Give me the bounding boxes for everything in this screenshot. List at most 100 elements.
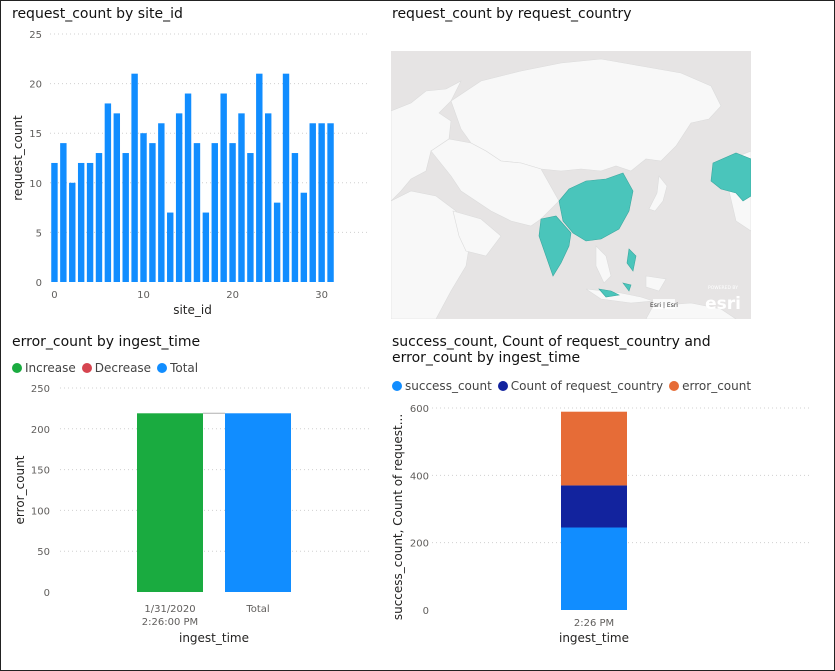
site-bar[interactable] <box>122 153 129 282</box>
world-map-svg[interactable]: Esri | Esri POWERED BY esri <box>391 51 751 319</box>
stacked-chart-title-line1: success_count, Count of request_country … <box>392 334 711 350</box>
y-tick-label: 0 <box>36 278 42 289</box>
x-tick-label: 30 <box>315 290 328 301</box>
site-bar[interactable] <box>327 123 334 282</box>
site-bar[interactable] <box>309 123 316 282</box>
site-bar-chart[interactable]: 0 5 10 15 20 25 0 10 20 30 site_id request_count <box>0 22 380 322</box>
map-attribution: Esri | Esri <box>650 302 678 309</box>
stacked-chart[interactable]: 0 200 400 600 2:26 PM ingest_time success_coun… <box>380 396 820 656</box>
site-bar[interactable] <box>247 153 254 282</box>
y-tick-label: 10 <box>29 179 42 190</box>
x-axis-label: site_id <box>173 303 212 317</box>
x-tick-label: 2:26:00 PM <box>142 617 198 628</box>
site-bar[interactable] <box>140 133 147 282</box>
site-bar[interactable] <box>86 162 94 282</box>
waterfall-chart-title: error_count by ingest_time <box>12 334 201 350</box>
stacked-bar-segment[interactable] <box>561 411 627 486</box>
site-bar[interactable] <box>291 153 299 282</box>
y-axis-label: request_count <box>11 115 25 201</box>
site-bar[interactable] <box>264 113 272 282</box>
legend-dot <box>12 363 22 373</box>
y-tick-label: 150 <box>31 466 50 477</box>
stacked-bar-segment[interactable] <box>561 527 627 610</box>
y-tick-label: 0 <box>423 606 429 617</box>
site-bar[interactable] <box>60 143 67 282</box>
y-tick-label: 100 <box>31 506 50 517</box>
y-axis-label: success_count, Count of request... <box>391 414 405 620</box>
y-tick-label: 5 <box>36 228 42 239</box>
legend-label: Total <box>170 361 199 375</box>
legend-dot <box>392 381 402 391</box>
site-bar[interactable] <box>229 143 236 282</box>
x-tick-label: Total <box>245 604 269 615</box>
y-tick-label: 25 <box>29 30 42 41</box>
site-bar[interactable] <box>69 182 76 282</box>
site-bar[interactable] <box>220 93 227 283</box>
land-masses <box>391 58 751 319</box>
x-tick-label: 10 <box>137 290 150 301</box>
waterfall-legend: Increase Decrease Total <box>12 361 198 375</box>
site-bar[interactable] <box>131 73 138 283</box>
site-bar[interactable] <box>193 143 201 282</box>
y-axis-label: error_count <box>13 455 27 524</box>
site-bar[interactable] <box>113 113 121 282</box>
site-bar[interactable] <box>238 113 245 282</box>
highlighted-countries[interactable] <box>538 152 751 298</box>
legend-dot <box>669 381 680 391</box>
site-bar[interactable] <box>175 113 183 282</box>
map-powered-by: POWERED BY <box>708 285 738 291</box>
legend-item-success-count[interactable]: success_count <box>392 379 492 393</box>
attribution-bg <box>653 299 675 309</box>
stacked-chart-title-line2: error_count by ingest_time <box>392 350 581 366</box>
legend-item-increase[interactable]: Increase <box>12 361 76 375</box>
y-tick-label: 0 <box>44 588 50 599</box>
legend-label: success_count <box>405 379 492 393</box>
site-chart-title: request_count by site_id <box>12 6 183 22</box>
site-bar[interactable] <box>256 73 263 283</box>
legend-dot <box>157 363 168 373</box>
site-bar[interactable] <box>158 123 165 282</box>
y-tick-label: 20 <box>29 80 42 91</box>
y-tick-label: 250 <box>31 384 50 395</box>
legend-dot <box>81 363 92 373</box>
waterfall-bar[interactable] <box>137 413 203 592</box>
x-tick-label: 1/31/2020 <box>144 604 195 615</box>
x-axis-label: ingest_time <box>179 631 249 645</box>
legend-label: Decrease <box>94 361 152 375</box>
legend-label: Count of request_country <box>510 379 664 393</box>
site-bar[interactable] <box>149 143 156 282</box>
stacked-legend: success_count Count of request_country e… <box>392 379 751 393</box>
site-bar[interactable] <box>167 212 174 282</box>
world-map[interactable]: Esri | Esri POWERED BY esri <box>391 51 751 319</box>
x-tick-label: 20 <box>226 290 239 301</box>
site-bar[interactable] <box>51 162 58 282</box>
x-tick-label: 2:26 PM <box>574 618 614 629</box>
stacked-bar-segment[interactable] <box>561 485 627 528</box>
site-bar[interactable] <box>202 212 210 282</box>
legend-item-error-count[interactable]: error_count <box>669 379 751 393</box>
site-bar[interactable] <box>211 143 218 282</box>
site-bar[interactable] <box>318 123 325 282</box>
x-tick-label: 0 <box>51 290 57 301</box>
site-bar[interactable] <box>95 153 103 282</box>
legend-item-total[interactable]: Total <box>157 361 198 375</box>
waterfall-chart[interactable]: 0 50 100 150 200 250 1/31/2020 2:26:00 PM Total i… <box>0 378 380 653</box>
site-bar[interactable] <box>300 192 308 282</box>
site-bar[interactable] <box>282 73 290 283</box>
legend-item-decrease[interactable]: Decrease <box>81 361 152 375</box>
site-bar[interactable] <box>184 93 192 283</box>
y-tick-label: 600 <box>410 404 429 415</box>
waterfall-bar[interactable] <box>225 413 291 592</box>
esri-logo: esri <box>705 294 741 314</box>
site-bar[interactable] <box>273 202 281 282</box>
legend-label: error_count <box>682 379 752 393</box>
site-bar[interactable] <box>77 162 85 282</box>
legend-label: Increase <box>25 361 76 375</box>
y-tick-label: 200 <box>410 539 429 550</box>
legend-dot <box>497 381 508 391</box>
y-tick-label: 200 <box>31 425 50 436</box>
y-tick-label: 50 <box>37 547 50 558</box>
legend-item-count-request-country[interactable]: Count of request_country <box>497 379 664 393</box>
x-axis-label: ingest_time <box>559 631 629 645</box>
site-bar[interactable] <box>104 103 112 282</box>
